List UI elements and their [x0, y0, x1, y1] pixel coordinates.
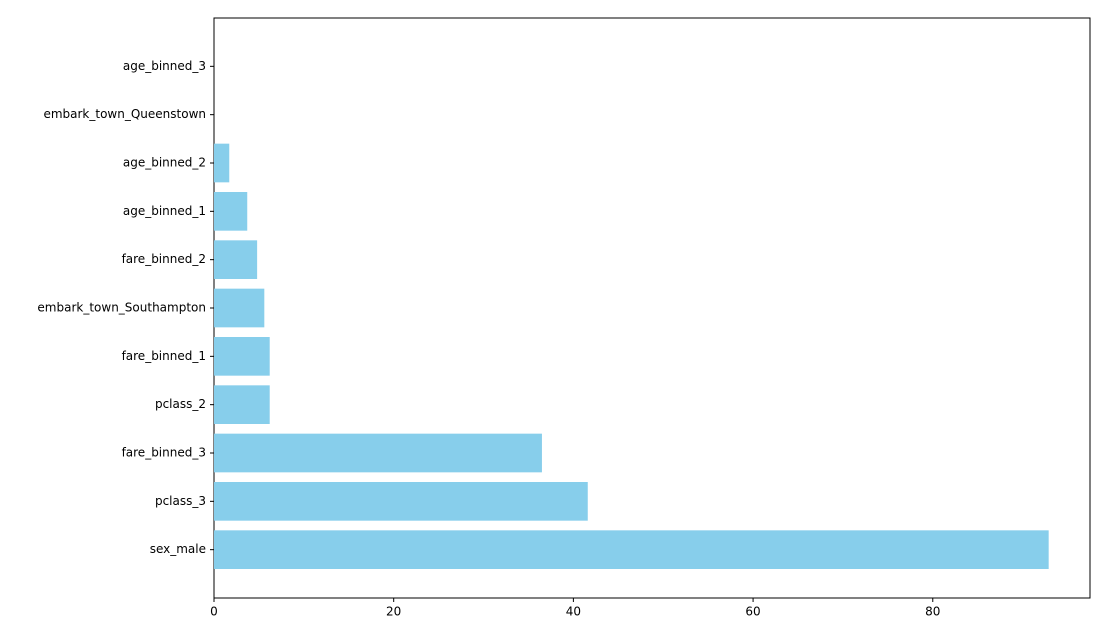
bar: [214, 143, 230, 183]
y-tick-label: embark_town_Southampton: [37, 301, 206, 315]
bar: [214, 385, 270, 424]
bar: [214, 433, 542, 473]
x-tick-label: 80: [925, 605, 940, 619]
y-tick-label: age_binned_1: [123, 204, 206, 218]
bar: [214, 530, 1049, 569]
y-tick-label: age_binned_3: [123, 59, 206, 73]
y-tick-label: fare_binned_2: [122, 252, 206, 266]
bar: [214, 288, 265, 328]
bar: [214, 337, 270, 376]
bar: [214, 482, 588, 521]
bar: [214, 240, 258, 279]
y-tick-label: age_binned_2: [123, 156, 206, 170]
bar: [214, 192, 248, 231]
x-tick-label: 40: [566, 605, 581, 619]
y-tick-label: embark_town_Queenstown: [43, 107, 206, 121]
y-tick-label: fare_binned_3: [122, 446, 206, 460]
y-tick-label: pclass_3: [155, 494, 206, 508]
y-tick-label: pclass_2: [155, 397, 206, 411]
x-tick-label: 0: [210, 605, 218, 619]
x-tick-label: 60: [745, 605, 760, 619]
x-tick-label: 20: [386, 605, 401, 619]
y-tick-label: sex_male: [150, 542, 206, 556]
y-tick-label: fare_binned_1: [122, 349, 206, 363]
